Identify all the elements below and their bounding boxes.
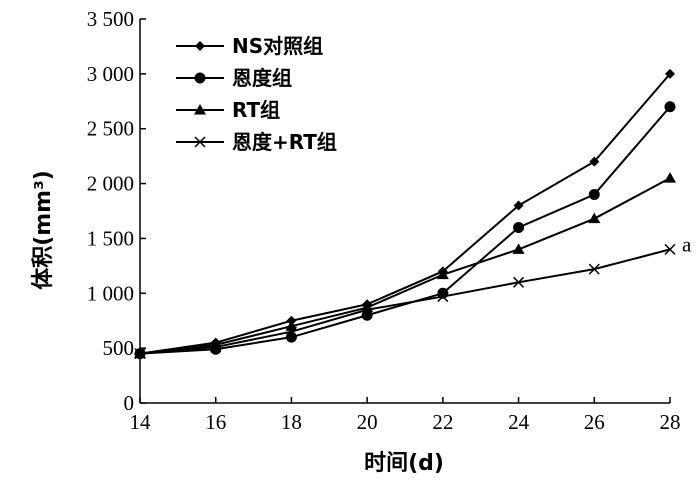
legend-marker xyxy=(194,136,206,148)
data-point xyxy=(664,101,676,113)
y-tick-label: 3 000 xyxy=(87,62,134,86)
x-tick-label: 28 xyxy=(660,410,681,434)
data-point xyxy=(588,263,600,275)
legend-item-1: NS对照组 xyxy=(176,34,323,58)
data-point xyxy=(665,68,675,79)
series-layer: a xyxy=(134,68,692,360)
x-marker-stroke xyxy=(361,304,373,316)
data-point xyxy=(513,276,525,288)
x-marker-stroke xyxy=(210,341,222,353)
data-point xyxy=(134,348,146,360)
legend-label: 恩度组 xyxy=(232,66,292,90)
y-tick-label: 2 000 xyxy=(87,172,134,196)
series-4 xyxy=(134,243,676,360)
y-tick-label: 500 xyxy=(103,336,135,360)
data-point xyxy=(589,156,600,167)
x-marker-stroke xyxy=(194,136,206,148)
x-tick-label: 22 xyxy=(432,410,453,434)
x-marker-stroke xyxy=(513,276,525,288)
x-tick-label: 18 xyxy=(281,410,302,434)
series-line xyxy=(139,106,671,355)
data-point xyxy=(512,243,525,254)
data-point xyxy=(361,304,373,316)
axes: 0 500 1 000 1 500 2 000 2 500 3 000 3 500 14 16 18… xyxy=(87,7,681,434)
y-tick-label: 2 500 xyxy=(87,117,134,141)
x-tick-label: 20 xyxy=(357,410,378,434)
annotation-label: a xyxy=(682,232,692,256)
series-line xyxy=(139,177,671,355)
legend-item-3: RT组 xyxy=(176,98,280,122)
y-tick-label: 0 xyxy=(124,391,135,415)
data-point xyxy=(513,221,525,233)
data-point xyxy=(664,172,676,183)
x-axis-title: 时间(d) xyxy=(364,451,444,476)
legend-marker xyxy=(194,104,206,115)
x-tick-label: 26 xyxy=(584,410,605,434)
y-axis-title: 体积(mm³) xyxy=(31,170,56,290)
legend-marker xyxy=(195,41,205,51)
data-point xyxy=(588,212,601,224)
x-tick-label: 14 xyxy=(130,410,152,434)
series-2 xyxy=(134,101,676,360)
series-line xyxy=(139,248,671,355)
y-tick-label: 1 500 xyxy=(87,226,134,250)
data-point xyxy=(436,268,449,280)
series-line xyxy=(139,73,671,355)
legend-item-2: 恩度组 xyxy=(176,66,292,90)
data-point xyxy=(513,200,524,211)
y-tick-label: 1 000 xyxy=(87,281,134,305)
data-point xyxy=(588,189,600,201)
x-marker-stroke xyxy=(664,243,676,255)
x-tick-label: 16 xyxy=(205,410,226,434)
legend-label: 恩度+RT组 xyxy=(232,130,337,154)
data-point xyxy=(285,326,297,338)
legend-label: NS对照组 xyxy=(232,34,323,58)
legend-label: RT组 xyxy=(232,98,280,122)
x-tick-label: 24 xyxy=(508,410,530,434)
data-point xyxy=(210,341,222,353)
data-point xyxy=(437,291,449,303)
x-marker-stroke xyxy=(437,291,449,303)
data-point xyxy=(664,243,676,255)
x-marker-stroke xyxy=(588,263,600,275)
legend-marker xyxy=(194,72,206,84)
x-marker-stroke xyxy=(134,348,146,360)
x-marker-stroke xyxy=(285,326,297,338)
y-tick-label: 3 500 xyxy=(87,7,134,31)
legend-item-4: 恩度+RT组 xyxy=(176,130,337,154)
